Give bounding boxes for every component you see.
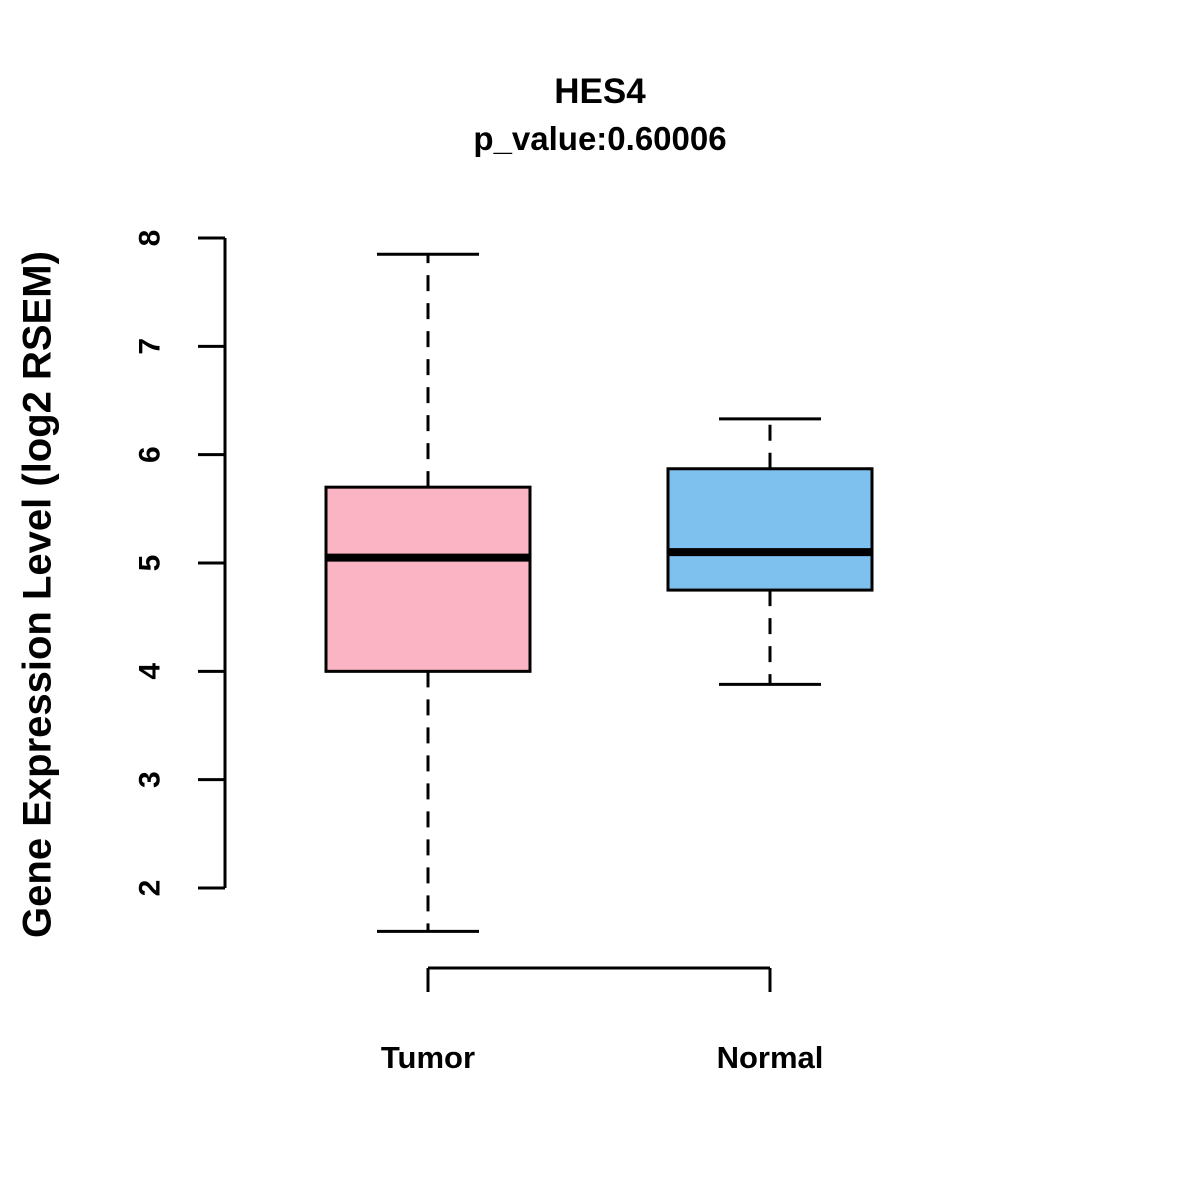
- y-tick-label: 6: [134, 446, 167, 463]
- y-tick-label: 8: [134, 230, 167, 247]
- x-category-label-tumor: Tumor: [380, 1040, 476, 1075]
- tumor-box: [324, 485, 532, 673]
- chart-title: HES4: [554, 72, 646, 111]
- x-category-label-normal: Normal: [716, 1040, 824, 1075]
- y-tick-label: 3: [134, 771, 167, 788]
- chart-subtitle-pvalue: p_value:0.60006: [473, 120, 727, 157]
- y-axis-title: Gene Expression Level (log2 RSEM): [15, 251, 60, 938]
- normal-box: [666, 467, 874, 592]
- y-tick-label: 4: [134, 663, 167, 680]
- y-tick-label: 5: [134, 555, 167, 572]
- y-tick-label: 2: [134, 880, 167, 897]
- y-tick-label: 7: [134, 338, 167, 355]
